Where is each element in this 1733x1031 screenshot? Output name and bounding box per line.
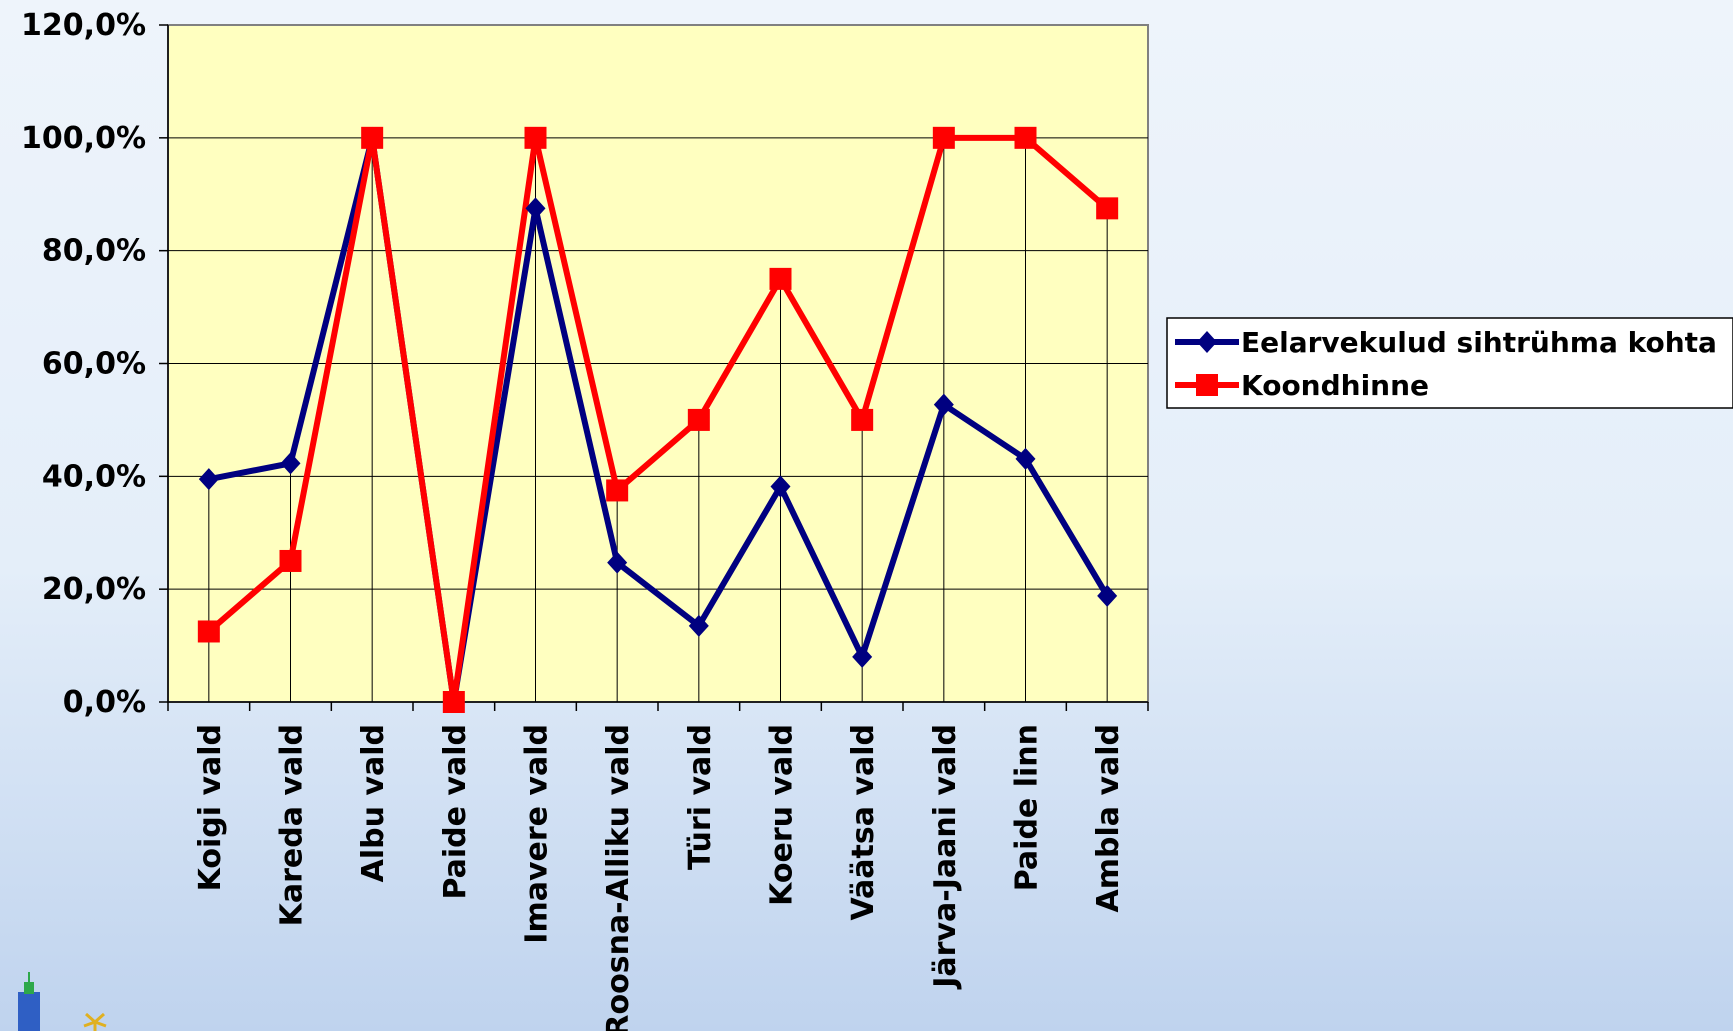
data-point [687, 408, 710, 431]
x-tick-label: Imavere vald [520, 724, 555, 944]
data-point [1097, 584, 1118, 607]
series-group [197, 126, 1119, 713]
data-point [361, 126, 384, 149]
x-tick-label: Koigi vald [193, 724, 228, 891]
data-point [525, 197, 546, 220]
legend-label: Koondhinne [1241, 369, 1429, 402]
data-point [1014, 126, 1037, 149]
legend-label: Eelarvekulud sihtrühma kohta [1241, 326, 1717, 359]
y-tick-label: 60,0% [42, 347, 146, 382]
data-point [279, 549, 302, 572]
y-tick-label: 20,0% [42, 572, 146, 607]
y-tick-label: 0,0% [63, 685, 146, 720]
data-point [769, 267, 792, 290]
legend-marker [1197, 331, 1217, 353]
x-tick-labels: Koigi vald Kareda vald Albu vald Paide vald… [193, 724, 1126, 1031]
data-point [1015, 447, 1036, 470]
x-tick-label: Roosna-Alliku vald [601, 724, 636, 1031]
y-tick-label: 100,0% [21, 121, 146, 156]
legend-marker [1196, 374, 1218, 396]
drop-lines [208, 137, 1108, 702]
y-tick-label: 40,0% [42, 459, 146, 494]
y-tick-label: 120,0% [21, 8, 146, 43]
data-point [280, 452, 301, 475]
x-tick-label: Järva-Jaani vald [928, 724, 963, 990]
data-point [198, 468, 219, 491]
x-tick-label: Kareda vald [275, 724, 310, 926]
y-tick-label: 80,0% [42, 234, 146, 269]
legend: Eelarvekulud sihtrühma kohta Koondhinne [1166, 317, 1733, 409]
legend-box [1166, 317, 1733, 409]
x-tick-label: Paide vald [438, 724, 473, 900]
data-point [524, 126, 547, 149]
data-point [442, 691, 465, 713]
axes [159, 24, 1149, 711]
x-tick-label: Väätsa vald [846, 724, 881, 921]
data-point [932, 126, 955, 149]
series-line-2 [206, 134, 1110, 703]
x-tick-label: Albu vald [356, 724, 391, 882]
x-tick-label: Paide linn [1010, 724, 1045, 891]
data-point [688, 614, 709, 637]
x-tick-label: Türi vald [683, 724, 718, 870]
data-point [197, 620, 220, 643]
data-point [606, 479, 629, 502]
data-point [770, 475, 791, 498]
x-tick-label: Ambla vald [1091, 724, 1126, 912]
data-point [933, 393, 954, 416]
logo-icon [18, 972, 107, 1031]
x-tick-label: Koeru vald [765, 724, 800, 906]
y-tick-labels: 0,0% 20,0% 40,0% 60,0% 80,0% 100,0% 120,0% [21, 8, 146, 720]
data-point [607, 551, 628, 574]
data-point [851, 408, 874, 431]
data-point [852, 645, 873, 668]
series-line-1 [208, 137, 1110, 703]
data-point [1096, 197, 1119, 220]
